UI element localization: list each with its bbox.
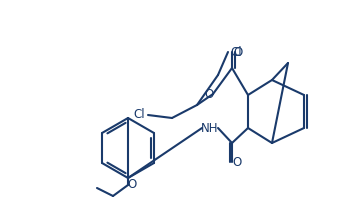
Text: NH: NH — [201, 121, 219, 135]
Text: Cl: Cl — [133, 109, 145, 121]
Text: O: O — [204, 88, 214, 100]
Text: O: O — [234, 46, 243, 58]
Text: O: O — [127, 178, 137, 192]
Text: Cl: Cl — [230, 46, 242, 58]
Text: O: O — [232, 155, 242, 169]
